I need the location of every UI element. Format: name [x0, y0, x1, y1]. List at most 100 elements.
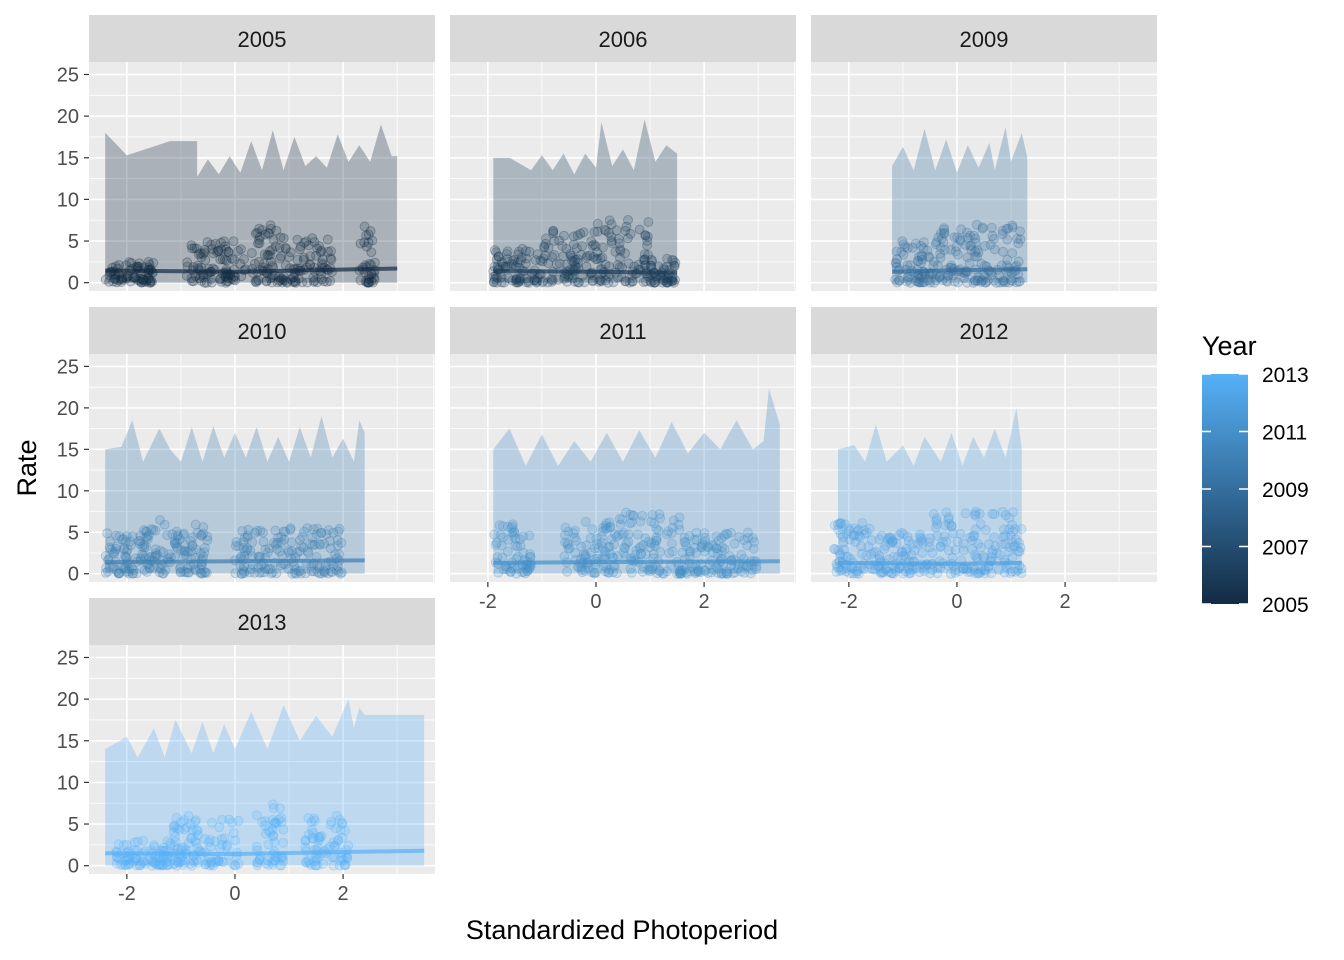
data-point [243, 524, 254, 535]
data-point [950, 567, 961, 578]
data-point [141, 526, 152, 537]
data-point [488, 276, 499, 287]
data-point [305, 251, 316, 262]
data-point [955, 528, 966, 539]
data-point [654, 509, 665, 520]
data-point [363, 277, 374, 288]
data-point [110, 273, 121, 284]
data-point [676, 565, 686, 575]
data-point [902, 531, 913, 542]
data-point [675, 568, 686, 579]
data-point [673, 519, 684, 530]
data-point [537, 256, 548, 267]
data-point [568, 256, 579, 267]
data-point [597, 252, 608, 263]
data-point [874, 534, 885, 545]
data-point [238, 565, 249, 576]
data-point [260, 229, 271, 240]
data-point [703, 568, 714, 578]
data-point [134, 275, 145, 286]
data-point [1010, 566, 1021, 577]
data-point [988, 234, 999, 244]
data-point [511, 568, 522, 579]
data-point [138, 856, 149, 867]
data-point [312, 277, 323, 288]
data-point [633, 259, 644, 270]
data-point [247, 537, 258, 548]
data-point [120, 860, 131, 871]
data-point [716, 568, 727, 579]
confidence-ribbon [493, 388, 780, 574]
data-point [924, 251, 934, 262]
data-point [201, 859, 211, 870]
data-point [681, 567, 692, 578]
data-point [147, 860, 157, 871]
data-point [562, 566, 573, 577]
panel-background [811, 354, 1157, 582]
data-point [329, 841, 340, 851]
data-point [323, 525, 334, 536]
data-point [1008, 507, 1019, 518]
data-point [111, 530, 121, 541]
data-point [838, 537, 849, 548]
data-point [286, 546, 297, 557]
data-point [700, 565, 711, 576]
data-point [135, 273, 146, 284]
data-point [174, 824, 185, 835]
data-point [648, 548, 659, 559]
data-point [623, 536, 634, 547]
data-point [699, 528, 710, 539]
data-point [581, 540, 592, 551]
data-point [325, 819, 336, 830]
data-point [747, 533, 758, 543]
data-point [836, 565, 847, 576]
y-tick-label: 5 [68, 522, 79, 544]
data-point [179, 546, 190, 557]
y-tick-label: 15 [57, 731, 79, 753]
data-point [175, 563, 186, 574]
data-point [663, 526, 674, 537]
data-point [523, 277, 534, 288]
data-point [195, 564, 206, 575]
data-point [185, 819, 196, 830]
data-point [307, 532, 318, 543]
data-point [524, 530, 535, 541]
data-point [521, 253, 532, 264]
data-point [233, 815, 244, 826]
data-point [320, 561, 331, 571]
data-point [653, 525, 664, 536]
data-point [520, 568, 531, 579]
data-point [839, 544, 850, 555]
data-point [625, 509, 636, 520]
data-point [962, 252, 973, 263]
data-point [173, 857, 184, 868]
data-point [540, 238, 551, 249]
data-point [668, 277, 679, 288]
data-point [1002, 254, 1013, 265]
data-point [522, 566, 533, 577]
data-point [627, 510, 638, 521]
data-point [922, 275, 933, 286]
data-point [613, 234, 624, 244]
data-point [210, 239, 221, 249]
data-point [939, 228, 950, 239]
data-point [311, 854, 322, 865]
data-point [506, 523, 517, 534]
data-point [898, 529, 909, 540]
data-point [318, 858, 329, 869]
data-point [111, 541, 122, 552]
data-point [569, 532, 580, 543]
data-point [261, 858, 272, 869]
data-point [164, 549, 175, 560]
data-point [1000, 277, 1011, 288]
data-point [943, 514, 954, 525]
data-point [994, 550, 1005, 560]
data-point [849, 530, 860, 541]
data-point [886, 568, 897, 578]
data-point [739, 567, 750, 578]
data-point [199, 277, 210, 288]
data-point [155, 563, 166, 574]
data-point [295, 565, 306, 576]
data-point [537, 277, 548, 288]
